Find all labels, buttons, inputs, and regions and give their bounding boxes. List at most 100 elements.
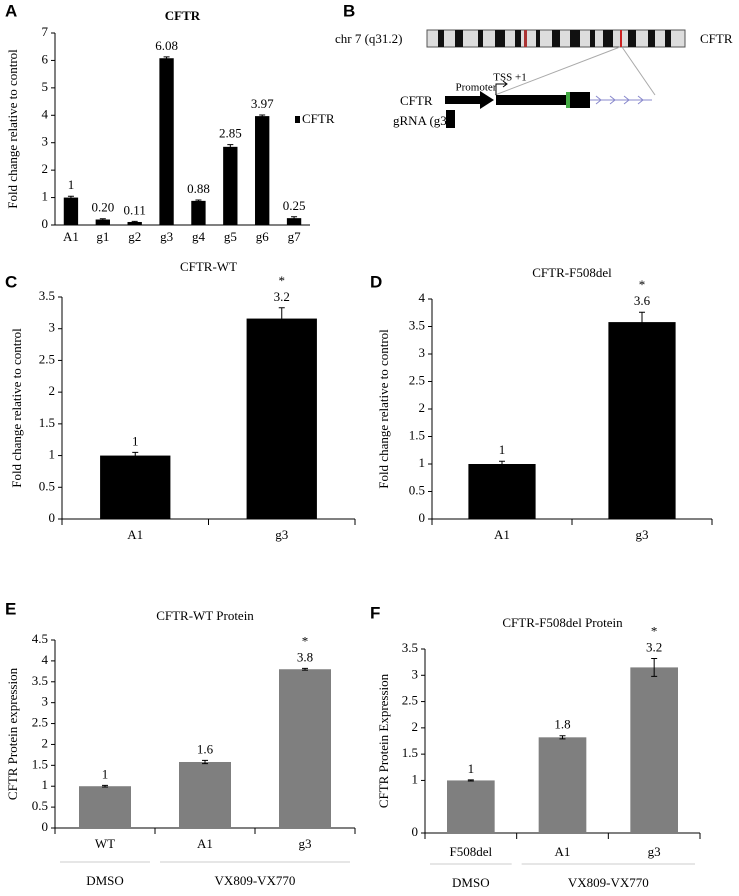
zoom-line <box>621 46 656 96</box>
promoter-label: Promoter <box>456 82 497 94</box>
x-tick-label: g3 <box>275 527 288 542</box>
panel-letter: B <box>343 1 355 20</box>
bar <box>608 322 676 519</box>
y-tick-label: 2 <box>419 400 426 415</box>
significance: * <box>302 633 309 648</box>
x-tick-label: g1 <box>96 229 109 244</box>
y-tick-label: 1 <box>419 455 426 470</box>
locus <box>620 30 622 47</box>
chart-title: CFTR-WT <box>180 259 237 274</box>
error-bar <box>259 114 266 118</box>
y-tick-label: 5 <box>42 79 49 94</box>
track-label: CFTR <box>400 93 433 108</box>
x-tick-label: g7 <box>288 229 302 244</box>
y-tick-label: 1.5 <box>402 745 418 760</box>
x-tick-label: g5 <box>224 229 237 244</box>
x-tick-label: g3 <box>299 836 312 851</box>
data-label: 0.88 <box>187 181 210 196</box>
data-label: 1 <box>132 433 139 448</box>
diagram-b: B chr 7 (q31.2) CFTR Promoter TSS +1 CFT… <box>335 1 733 128</box>
y-tick-label: 2 <box>42 161 49 176</box>
strand-arrows <box>595 95 644 105</box>
y-tick-label: 3 <box>419 345 426 360</box>
legend-label: CFTR <box>302 111 335 126</box>
chart-title: CFTR-WT Protein <box>156 608 254 623</box>
y-tick-label: 3.5 <box>409 317 425 332</box>
error-bar <box>99 218 106 221</box>
bar <box>191 200 206 225</box>
y-tick-label: 7 <box>42 24 49 39</box>
y-tick-label: 0.5 <box>39 478 55 493</box>
bar <box>630 667 678 833</box>
y-tick-label: 4 <box>419 290 426 305</box>
y-tick-label: 0 <box>42 819 49 834</box>
significance: * <box>279 273 286 288</box>
y-tick-label: 3.5 <box>402 640 418 655</box>
panel-letter: E <box>5 599 16 618</box>
bar <box>255 116 270 225</box>
panel-letter: A <box>5 1 17 20</box>
group-label: DMSO <box>86 873 124 888</box>
exon-mark <box>566 92 570 108</box>
error-bar <box>499 460 505 468</box>
y-tick-label: 3 <box>42 134 49 149</box>
y-axis-label: Fold change relative to control <box>5 49 20 209</box>
data-label: 2.85 <box>219 126 242 141</box>
bar <box>447 780 495 833</box>
y-tick-label: 2.5 <box>39 351 55 366</box>
group-label: VX809-VX770 <box>568 875 649 890</box>
error-bar <box>67 195 74 200</box>
y-tick-label: 1 <box>42 189 49 204</box>
y-tick-label: 3 <box>49 320 56 335</box>
x-tick-label: g3 <box>636 527 649 542</box>
promoter-arrow <box>445 91 494 109</box>
bar <box>468 464 536 519</box>
data-label: 3.6 <box>634 293 651 308</box>
data-label: 6.08 <box>155 38 178 53</box>
bar <box>223 146 238 225</box>
panel-letter: D <box>370 272 382 291</box>
y-axis-label: CFTR Protein Expression <box>376 673 391 808</box>
y-tick-label: 0 <box>419 510 426 525</box>
y-tick-label: 2 <box>49 383 56 398</box>
bar <box>79 786 131 828</box>
x-tick-label: F508del <box>450 844 493 859</box>
data-label: 3.2 <box>274 289 290 304</box>
error-bar <box>227 144 234 150</box>
bar <box>95 219 110 225</box>
significance: * <box>639 277 646 292</box>
zoom-line <box>494 46 621 96</box>
y-tick-label: 2 <box>412 719 419 734</box>
y-tick-label: 4 <box>42 106 49 121</box>
error-bar <box>102 784 108 788</box>
panel-letter: F <box>370 603 380 622</box>
bar <box>159 58 174 226</box>
y-tick-label: 6 <box>42 51 49 66</box>
group-label: DMSO <box>452 875 490 890</box>
data-label: 1 <box>102 766 109 781</box>
bar <box>100 455 171 519</box>
error-bar <box>639 311 645 333</box>
gene-label: CFTR <box>700 31 733 46</box>
y-tick-label: 1.5 <box>39 415 55 430</box>
panel-letter: C <box>5 272 17 291</box>
grna-label: gRNA (g3) <box>393 113 451 128</box>
bar <box>179 761 231 828</box>
legend-swatch <box>295 116 300 123</box>
y-tick-label: 1.5 <box>32 756 48 771</box>
error-bar <box>278 307 285 330</box>
error-bar <box>302 667 308 671</box>
group-label: VX809-VX770 <box>215 873 296 888</box>
data-label: 3.8 <box>297 649 313 664</box>
centromere <box>524 30 527 47</box>
data-label: 0.20 <box>91 200 114 215</box>
y-tick-label: 0 <box>42 216 49 231</box>
data-label: 0.25 <box>283 198 306 213</box>
y-tick-label: 0.5 <box>409 482 425 497</box>
x-tick-label: A1 <box>127 527 143 542</box>
y-tick-label: 3 <box>412 666 419 681</box>
y-tick-label: 2.5 <box>409 372 425 387</box>
error-bar <box>131 220 138 224</box>
y-tick-label: 1.5 <box>409 427 425 442</box>
y-tick-label: 3 <box>42 694 49 709</box>
